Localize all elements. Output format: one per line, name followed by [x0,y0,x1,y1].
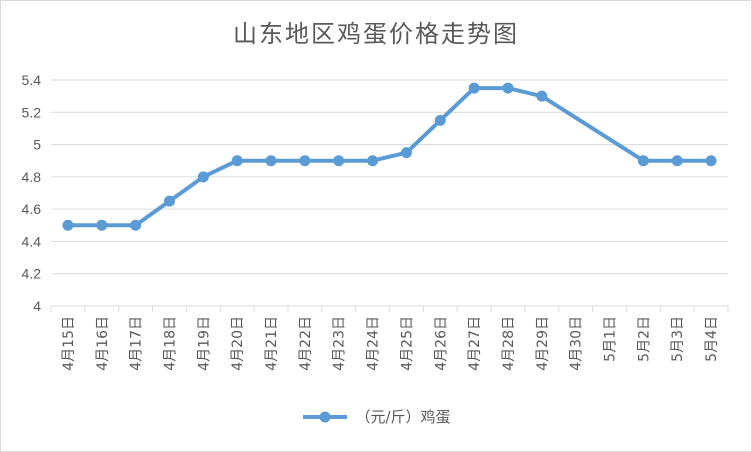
y-tick-label: 4.6 [22,201,42,217]
x-tick-label: 4月16日 [95,316,111,371]
x-tick-label: 4月28日 [501,316,517,371]
x-tick-label: 4月27日 [467,316,483,371]
data-point [400,147,412,159]
data-point [671,155,683,167]
x-tick-label: 4月21日 [264,316,280,371]
data-point [96,219,108,231]
data-point [502,82,514,94]
data-point [299,155,311,167]
x-tick-label: 4月24日 [366,316,382,371]
x-tick-label: 5月3日 [670,316,686,362]
legend-swatch [303,411,348,422]
legend: （元/斤）鸡蛋 [0,406,752,427]
data-point [62,219,74,231]
x-tick-label: 4月23日 [332,316,348,371]
data-point [130,219,142,231]
y-tick-label: 4 [33,298,41,314]
data-point [434,114,446,126]
x-tick-label: 4月19日 [196,316,212,371]
data-point [265,155,277,167]
x-tick-label: 4月20日 [230,316,246,371]
y-tick-label: 4.4 [22,233,42,249]
x-tick-label: 5月4日 [704,316,720,362]
x-tick-label: 5月1日 [603,316,619,362]
x-tick-label: 4月15日 [61,316,77,371]
x-tick-label: 4月26日 [433,316,449,371]
y-tick-label: 4.2 [22,266,42,282]
x-tick-label: 4月25日 [399,316,415,371]
data-point [231,155,243,167]
data-point [637,155,649,167]
x-tick-label: 4月29日 [535,316,551,371]
data-point [705,155,717,167]
data-point [197,171,209,183]
x-tick-label: 4月30日 [569,316,585,371]
data-point [367,155,379,167]
data-point [536,90,548,102]
y-tick-label: 5 [33,137,41,153]
legend-label: （元/斤）鸡蛋 [355,408,451,426]
y-tick-label: 5.2 [22,104,42,120]
y-tick-label: 4.8 [22,169,42,185]
data-point [333,155,345,167]
legend-marker [319,411,331,422]
x-tick-label: 4月22日 [298,316,314,371]
x-tick-label: 5月2日 [636,316,652,362]
data-point [163,195,175,207]
x-tick-label: 4月17日 [129,316,145,371]
chart-title: 山东地区鸡蛋价格走势图 [233,20,519,48]
x-tick-label: 4月18日 [162,316,178,371]
y-tick-label: 5.4 [22,72,42,88]
series-line [65,86,714,228]
data-point [468,82,480,94]
